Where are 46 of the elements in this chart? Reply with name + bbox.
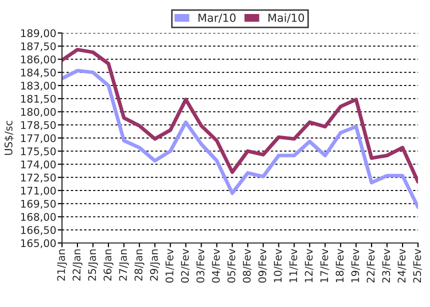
y-tick-label: 183,00	[21, 82, 56, 91]
x-tick-label: 10/Fev	[274, 248, 283, 282]
x-tick-label: 05/Fev	[227, 248, 236, 283]
y-tick-label: 187,50	[21, 42, 56, 52]
y-tick-label: 175,50	[21, 147, 56, 156]
x-tick-label: 01/Fev	[165, 248, 174, 283]
x-tick-label: 03/Fev	[196, 248, 206, 283]
x-tick-label: 04/Fev	[212, 248, 221, 283]
y-tick-label: 178,50	[21, 121, 56, 130]
y-tick-label: 180,00	[21, 108, 56, 117]
x-tick-label: 17/Fev	[320, 248, 329, 282]
legend-label: Mar/10	[198, 14, 236, 23]
x-tick-label: 19/Fev	[351, 248, 360, 282]
y-tick-label: 165,00	[21, 239, 56, 248]
x-tick-label: 27/Jan	[119, 249, 129, 281]
y-tick-label: 174,00	[21, 160, 56, 170]
x-tick-label: 18/Fev	[336, 248, 344, 282]
x-tick-label: 21/Jan	[57, 249, 67, 281]
line-series	[62, 68, 418, 209]
x-tick-label: 22/Jan	[72, 249, 82, 281]
y-axis-title: US$/sc	[4, 120, 14, 155]
x-tick-label: 28/Jan	[134, 249, 144, 281]
y-tick-label: 184,50	[21, 68, 56, 78]
y-tick-label: 172,50	[21, 174, 56, 183]
x-tick-label: 08/Fev	[242, 248, 252, 283]
x-tick-label: 25/Fev	[413, 248, 422, 283]
y-tick-label: 186,00	[21, 55, 56, 64]
legend-label: Mai/10	[268, 13, 304, 23]
y-tick-label: 181,50	[21, 94, 56, 104]
x-tick-label: 02/Fev	[180, 248, 190, 283]
y-tick-label: 189,00	[21, 29, 56, 38]
x-tick-label: 09/Fev	[258, 248, 268, 283]
x-tick-label: 23/Fev	[382, 248, 391, 283]
y-tick-label: 169,50	[21, 200, 56, 209]
x-tick-label: 25/Jan	[88, 249, 98, 281]
x-tick-label: 11/Fev	[289, 248, 298, 282]
x-tick-label: 12/Fev	[304, 248, 314, 282]
x-tick-label: 24/Fev	[398, 248, 406, 283]
x-tick-label: 22/Fev	[366, 248, 376, 283]
line-series	[62, 48, 418, 184]
x-tick-label: 26/Jan	[104, 249, 114, 281]
y-tick-label: 171,00	[21, 186, 56, 196]
y-tick-label: 168,00	[21, 212, 56, 222]
y-tick-label: 166,50	[21, 226, 56, 236]
x-tick-label: 29/Jan	[150, 249, 160, 281]
y-tick-label: 177,00	[21, 134, 56, 144]
